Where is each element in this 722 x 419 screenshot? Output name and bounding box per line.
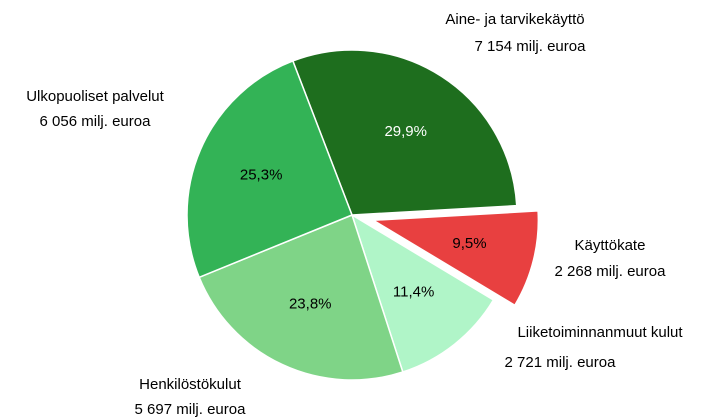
amount-label: 7 154 milj. euroa xyxy=(475,38,587,55)
amount-label: 2 268 milj. euroa xyxy=(555,263,667,280)
category-label: Käyttökate xyxy=(575,237,646,254)
category-label: Liiketoiminnanmuut kulut xyxy=(517,324,683,341)
category-label: Ulkopuoliset palvelut xyxy=(26,88,164,105)
pie-slice xyxy=(291,49,518,216)
category-label: Aine- ja tarvikekäyttö xyxy=(445,11,584,28)
pie-slice xyxy=(198,214,404,381)
amount-label: 5 697 milj. euroa xyxy=(135,401,247,418)
category-label: Henkilöstökulut xyxy=(139,376,242,393)
data-label: 9,5% xyxy=(452,235,486,252)
amount-label: 2 721 milj. euroa xyxy=(505,354,617,371)
amount-label: 6 056 milj. euroa xyxy=(40,113,152,130)
data-label: 25,3% xyxy=(240,167,283,184)
pie-slice xyxy=(186,59,353,279)
data-label: 11,4% xyxy=(393,283,434,300)
pie-slice xyxy=(370,210,540,307)
data-label: 29,9% xyxy=(384,123,427,140)
pie-slice xyxy=(350,213,495,373)
data-label: 23,8% xyxy=(289,296,332,313)
